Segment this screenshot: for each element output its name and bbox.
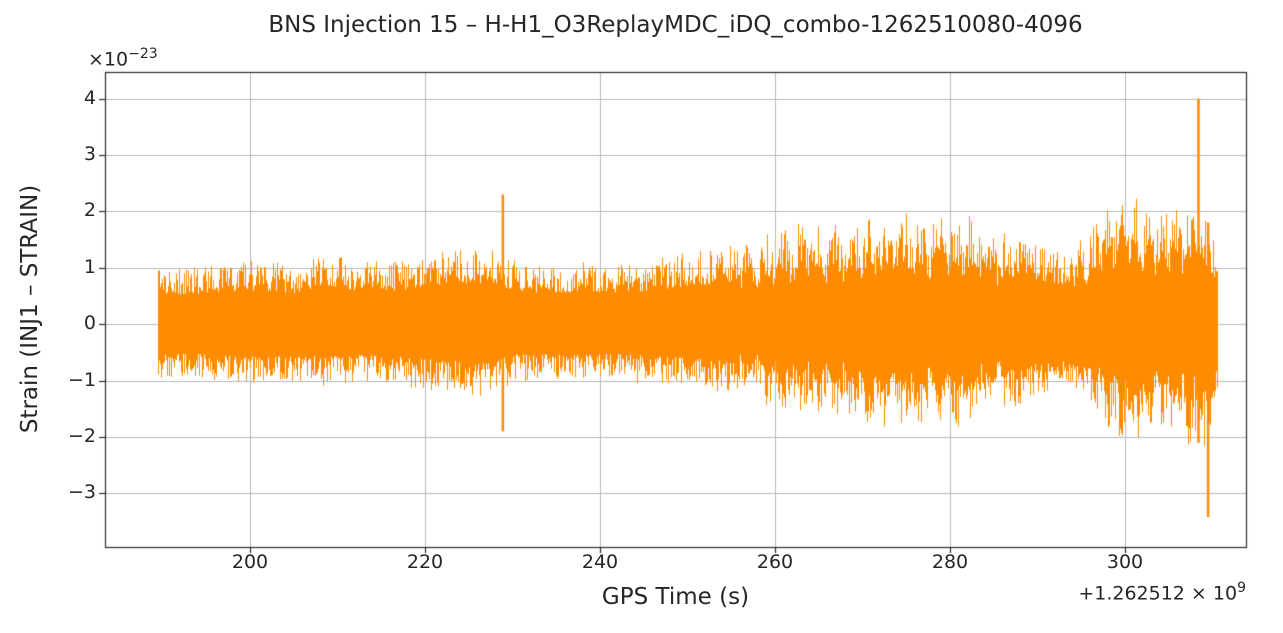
x-tick-label: 200 bbox=[231, 551, 269, 573]
x-offset-exponent: 9 bbox=[1237, 580, 1246, 596]
x-tick-label: 280 bbox=[931, 551, 969, 573]
x-offset-base: +1.262512 × 10 bbox=[1078, 582, 1238, 605]
x-tick-label: 300 bbox=[1106, 551, 1144, 573]
y-tick-label: 2 bbox=[83, 199, 96, 222]
x-tick-label: 220 bbox=[406, 551, 444, 573]
y-axis-scale-label: ×10−23 bbox=[88, 46, 158, 70]
y-tick-label: −1 bbox=[67, 368, 96, 391]
x-tick-label: 260 bbox=[756, 551, 794, 573]
y-scale-base: ×10 bbox=[88, 48, 129, 71]
y-axis-label: Strain (INJ1 – STRAIN) bbox=[17, 184, 43, 434]
x-tick-label: 240 bbox=[581, 551, 619, 573]
y-tick-label: 0 bbox=[83, 312, 96, 335]
y-tick-label: 3 bbox=[83, 142, 96, 165]
y-tick-label: 4 bbox=[83, 86, 96, 109]
y-tick-label: −2 bbox=[67, 424, 96, 447]
y-tick-label: 1 bbox=[83, 255, 96, 278]
y-tick-label: −3 bbox=[67, 481, 96, 504]
x-axis-label: GPS Time (s) bbox=[601, 584, 750, 610]
y-scale-exponent: −23 bbox=[128, 46, 158, 62]
chart-title: BNS Injection 15 – H-H1_O3ReplayMDC_iDQ_… bbox=[268, 12, 1083, 38]
x-axis-offset-label: +1.262512 × 109 bbox=[1078, 580, 1246, 604]
